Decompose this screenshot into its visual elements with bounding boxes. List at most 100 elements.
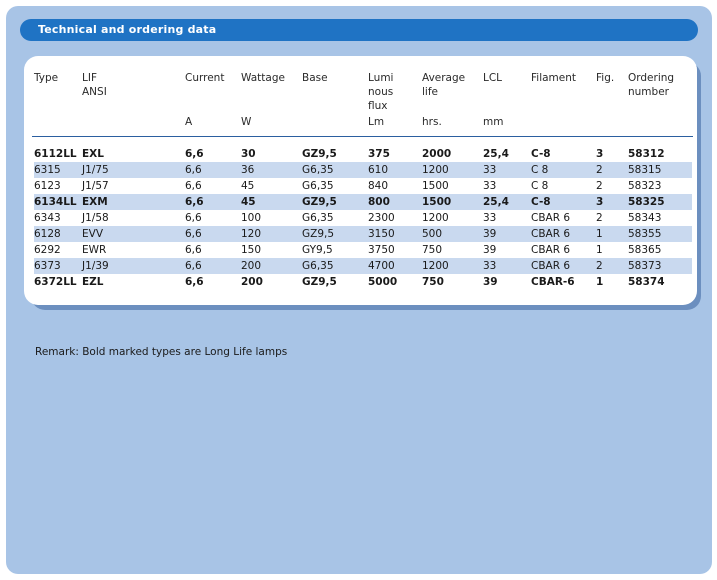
data-table-card: Type LIF ANSI Current A Wattage W Base Lumi nous f… <box>24 56 697 305</box>
cell-base: GZ9,5 <box>302 148 337 160</box>
cell-current: 6,6 <box>185 180 202 192</box>
column-unit-lcl: mm <box>483 116 504 128</box>
cell-current: 6,6 <box>185 260 202 272</box>
column-header-flux: Lumi nous flux <box>368 71 393 113</box>
cell-base: G6,35 <box>302 260 334 272</box>
cell-lif: EVV <box>82 228 103 240</box>
column-header-base: Base <box>302 71 328 85</box>
table-row: 6292 EWR 6,6 150 GY9,5 3750 750 39 CBAR 6 1 58365 <box>34 242 692 258</box>
column-unit-wattage: W <box>241 116 252 128</box>
column-header-line: Current <box>185 72 225 84</box>
cell-type: 6373 <box>34 260 61 272</box>
cell-wattage: 100 <box>241 212 262 224</box>
cell-order: 58343 <box>628 212 662 224</box>
cell-fig: 3 <box>596 196 604 208</box>
table-row: 6112LL EXL 6,6 30 GZ9,5 375 2000 25,4 C-8 3 58312 <box>34 146 692 162</box>
cell-fig: 1 <box>596 228 603 240</box>
cell-wattage: 200 <box>241 260 262 272</box>
cell-lif: J1/75 <box>82 164 109 176</box>
cell-fig: 2 <box>596 212 603 224</box>
column-header-line: nous <box>368 86 394 98</box>
cell-current: 6,6 <box>185 196 204 208</box>
cell-flux: 800 <box>368 196 390 208</box>
cell-base: GZ9,5 <box>302 276 337 288</box>
column-header-line: LCL <box>483 72 503 84</box>
cell-filament: CBAR 6 <box>531 212 571 224</box>
column-unit-life: hrs. <box>422 116 442 128</box>
cell-lcl: 25,4 <box>483 148 509 160</box>
column-header-line: Type <box>34 72 59 84</box>
cell-flux: 5000 <box>368 276 398 288</box>
column-header-line: Lumi <box>368 72 394 84</box>
cell-wattage: 150 <box>241 244 262 256</box>
cell-life: 1500 <box>422 180 449 192</box>
cell-flux: 3750 <box>368 244 395 256</box>
cell-filament: C-8 <box>531 196 551 208</box>
column-header-line: flux <box>368 100 388 112</box>
cell-order: 58325 <box>628 196 665 208</box>
cell-base: G6,35 <box>302 164 334 176</box>
cell-life: 1200 <box>422 164 449 176</box>
column-header-line: Ordering <box>628 72 675 84</box>
cell-lif: EZL <box>82 276 104 288</box>
cell-flux: 610 <box>368 164 389 176</box>
cell-order: 58373 <box>628 260 662 272</box>
cell-life: 1200 <box>422 212 449 224</box>
cell-lcl: 33 <box>483 180 497 192</box>
column-header-life: Average life <box>422 71 465 99</box>
cell-lcl: 39 <box>483 228 497 240</box>
column-header-line: number <box>628 86 669 98</box>
column-header-lcl: LCL <box>483 71 502 85</box>
cell-current: 6,6 <box>185 276 204 288</box>
cell-lcl: 33 <box>483 260 497 272</box>
column-unit-current: A <box>185 116 193 128</box>
cell-order: 58315 <box>628 164 662 176</box>
cell-fig: 2 <box>596 260 603 272</box>
cell-wattage: 30 <box>241 148 256 160</box>
cell-life: 500 <box>422 228 443 240</box>
cell-filament: C 8 <box>531 180 549 192</box>
header-rule <box>32 136 693 137</box>
cell-lif: J1/57 <box>82 180 109 192</box>
cell-order: 58312 <box>628 148 665 160</box>
cell-fig: 2 <box>596 180 603 192</box>
cell-lif: EXL <box>82 148 104 160</box>
cell-current: 6,6 <box>185 228 202 240</box>
table-row: 6134LL EXM 6,6 45 GZ9,5 800 1500 25,4 C-8 3 58325 <box>34 194 692 210</box>
cell-current: 6,6 <box>185 244 202 256</box>
cell-fig: 1 <box>596 244 603 256</box>
cell-lif: EXM <box>82 196 108 208</box>
cell-wattage: 36 <box>241 164 255 176</box>
cell-current: 6,6 <box>185 148 204 160</box>
column-header-order: Ordering number <box>628 71 674 99</box>
cell-lcl: 33 <box>483 212 497 224</box>
cell-filament: CBAR-6 <box>531 276 575 288</box>
cell-life: 1200 <box>422 260 449 272</box>
table-row: 6373 J1/39 6,6 200 G6,35 4700 1200 33 CBAR 6 2 583… <box>34 258 692 274</box>
column-header-line: Filament <box>531 72 577 84</box>
column-header-current: Current <box>185 71 224 85</box>
cell-lcl: 39 <box>483 276 498 288</box>
cell-base: GY9,5 <box>302 244 333 256</box>
cell-filament: C-8 <box>531 148 551 160</box>
cell-order: 58374 <box>628 276 665 288</box>
column-header-type: Type <box>34 71 58 85</box>
column-unit-flux: Lm <box>368 116 385 128</box>
cell-flux: 2300 <box>368 212 395 224</box>
cell-lif: J1/58 <box>82 212 109 224</box>
cell-type: 6123 <box>34 180 61 192</box>
remark-text: Remark: Bold marked types are Long Life … <box>35 346 288 358</box>
column-header-filament: Filament <box>531 71 576 85</box>
cell-type: 6112LL <box>34 148 77 160</box>
table-row: 6123 J1/57 6,6 45 G6,35 840 1500 33 C 8 2 58323 <box>34 178 692 194</box>
cell-current: 6,6 <box>185 164 202 176</box>
cell-base: GZ9,5 <box>302 196 337 208</box>
cell-filament: CBAR 6 <box>531 244 571 256</box>
cell-wattage: 120 <box>241 228 262 240</box>
cell-lcl: 39 <box>483 244 497 256</box>
cell-life: 2000 <box>422 148 452 160</box>
cell-fig: 2 <box>596 164 603 176</box>
cell-life: 1500 <box>422 196 452 208</box>
table-row: 6372LL EZL 6,6 200 GZ9,5 5000 750 39 CBAR-6 1 5837… <box>34 274 692 290</box>
cell-filament: C 8 <box>531 164 549 176</box>
